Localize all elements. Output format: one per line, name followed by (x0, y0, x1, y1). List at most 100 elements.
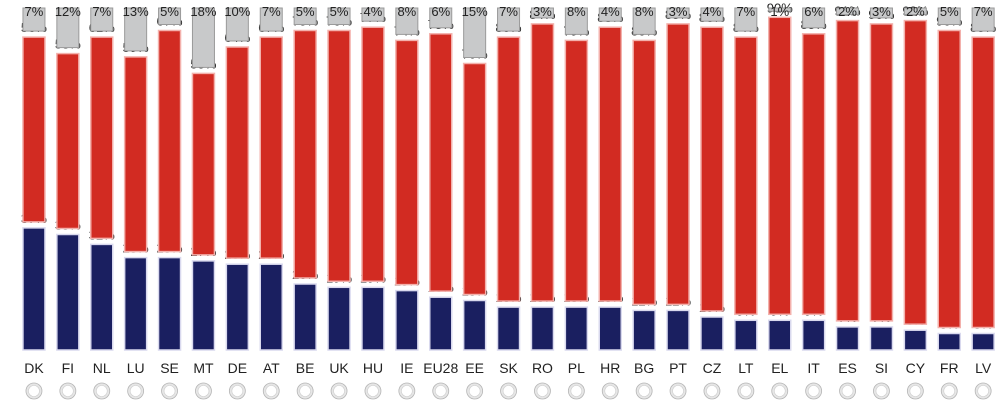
grey-value-label: 8% (567, 4, 586, 19)
category-label: DE (228, 360, 247, 376)
category-label: UK (329, 360, 349, 376)
slovakia-flag-icon (500, 382, 517, 400)
category-label: IE (400, 360, 413, 376)
red-segment (598, 26, 622, 302)
red-segment (259, 36, 283, 259)
grey-value-label: 7% (92, 4, 111, 19)
red-segment (90, 36, 114, 240)
grey-value-label: 7% (974, 4, 993, 19)
grey-segment (56, 7, 80, 49)
grey-segment (836, 7, 860, 16)
portugal-flag-icon (669, 382, 687, 400)
grey-value-label: 8% (397, 4, 416, 19)
european-union-flag-icon (432, 382, 450, 400)
grey-value-label: 2% (906, 4, 925, 19)
category-label: PL (568, 360, 585, 376)
category-label: LV (975, 360, 992, 376)
category-label: SK (499, 360, 518, 376)
category-label: EU28 (423, 360, 458, 376)
category-label: SI (875, 360, 888, 376)
ireland-flag-icon (398, 382, 416, 400)
red-segment (971, 36, 995, 329)
united-kingdom-flag-icon (330, 382, 348, 400)
red-segment (666, 23, 690, 306)
romania-flag-icon (534, 382, 551, 400)
red-segment (937, 29, 961, 329)
blue-segment (530, 306, 555, 351)
lithuania-flag-icon (737, 382, 755, 400)
poland-flag-icon (567, 382, 585, 400)
grey-segment (90, 7, 114, 32)
austria-flag-icon (262, 382, 280, 400)
red-segment (327, 29, 351, 283)
category-label: BE (296, 360, 315, 376)
red-segment (429, 33, 453, 292)
blue-segment (462, 299, 487, 351)
grey-segment (666, 7, 690, 19)
red-segment (56, 52, 80, 230)
grey-value-label: 18% (190, 4, 216, 19)
category-label: PT (669, 360, 687, 376)
grey-value-label: 7% (736, 4, 755, 19)
grey-segment (632, 7, 656, 35)
slovenia-flag-icon (873, 382, 890, 400)
grey-segment (429, 7, 453, 29)
denmark-flag-icon (25, 382, 43, 400)
red-segment (123, 56, 148, 253)
grey-segment (259, 7, 283, 32)
category-label: NL (93, 360, 111, 376)
blue-segment (768, 319, 792, 351)
grey-value-label: 5% (330, 4, 349, 19)
category-label: EL (771, 360, 788, 376)
grey-value-label: 4% (601, 4, 620, 19)
red-segment (462, 62, 487, 296)
grey-value-label: 7% (25, 4, 44, 19)
category-label: FR (940, 360, 959, 376)
category-label: DK (24, 360, 44, 376)
category-label: EE (465, 360, 484, 376)
grey-segment (22, 7, 46, 32)
grey-value-label: 13% (123, 4, 149, 19)
category-label: ES (838, 360, 857, 376)
blue-segment (327, 286, 351, 351)
blue-segment (395, 289, 419, 351)
category-label: CZ (703, 360, 722, 376)
croatia-flag-icon (601, 382, 619, 400)
luxembourg-flag-icon (127, 382, 145, 400)
category-label: RO (532, 360, 553, 376)
grey-value-label: 3% (872, 4, 891, 19)
grey-value-label: 8% (635, 4, 654, 19)
cyprus-flag-icon (906, 382, 924, 400)
grey-value-label: 4% (364, 4, 383, 19)
grey-value-label: 7% (262, 4, 281, 19)
blue-segment (937, 332, 961, 351)
blue-segment (632, 309, 656, 351)
grey-segment (191, 7, 215, 68)
category-label: AT (263, 360, 280, 376)
grey-value-label: 4% (703, 4, 722, 19)
red-segment (869, 23, 894, 322)
grey-segment (463, 7, 487, 58)
grey-segment (158, 7, 182, 25)
blue-segment (869, 326, 894, 351)
blue-segment (191, 260, 216, 351)
blue-segment (56, 233, 80, 351)
red-segment (22, 36, 46, 223)
blue-segment (971, 332, 995, 351)
grey-segment (530, 7, 554, 19)
category-label: LU (127, 360, 145, 376)
grey-segment (903, 7, 927, 16)
grey-segment (293, 7, 317, 25)
blue-segment (293, 283, 317, 351)
grey-value-label: 2% (838, 4, 857, 19)
blue-segment (225, 263, 250, 351)
grey-segment (768, 7, 792, 12)
blue-segment (598, 306, 622, 351)
finland-flag-icon (59, 382, 77, 400)
category-label: LT (738, 360, 754, 376)
red-segment (530, 23, 555, 302)
grey-segment (700, 7, 724, 22)
blue-segment (361, 286, 385, 351)
grey-segment (361, 7, 385, 22)
grey-value-label: 10% (224, 4, 250, 19)
